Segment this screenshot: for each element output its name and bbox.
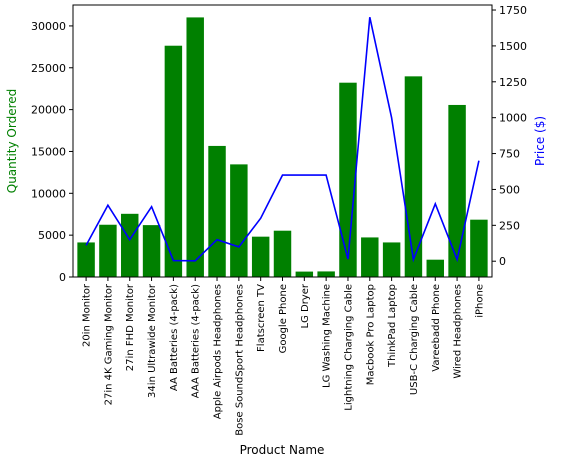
y-tick-label: 20000 [31, 104, 66, 117]
x-tick-label: Google Phone [278, 284, 289, 353]
x-tick-label: AA Batteries (4-pack) [169, 284, 180, 391]
y2-tick-label: 1000 [499, 112, 527, 125]
bar [251, 236, 270, 277]
bar [382, 242, 401, 277]
x-tick-label: LG Washing Machine [322, 284, 333, 388]
plot-area: 0 5000 10000 15000 20000 25000 30000 0 250 500 750… [31, 4, 527, 436]
y-axis-label-right: Price ($) [533, 116, 547, 166]
y-axis-label-left: Quantity Ordered [5, 89, 19, 194]
x-tick-label: 27in FHD Monitor [125, 283, 136, 371]
y2-tick-label: 1250 [499, 76, 527, 89]
y-tick-label: 15000 [31, 145, 66, 158]
bar [230, 164, 248, 277]
bar [164, 45, 183, 277]
bar [273, 230, 292, 277]
x-axis-label: Product Name [240, 443, 325, 457]
x-tick-label: USB-C Charging Cable [409, 284, 420, 395]
x-tick-label: LG Dryer [300, 283, 311, 328]
x-tick-label: Flatscreen TV [256, 284, 267, 352]
bar [99, 224, 117, 277]
bar [121, 213, 139, 277]
x-tick-label: iPhone [474, 284, 485, 318]
x-tick-label: Macbook Pro Laptop [365, 284, 376, 385]
x-tick-label: Apple Airpods Headphones [213, 284, 224, 419]
x-tick-label: Vareebadd Phone [431, 284, 442, 372]
bar [448, 104, 466, 277]
y2-tick-label: 1500 [499, 40, 527, 53]
y-tick-label: 25000 [31, 62, 66, 75]
bar [295, 271, 314, 277]
x-tick-label: ThinkPad Laptop [387, 284, 398, 368]
bar [77, 242, 95, 277]
bar [404, 76, 423, 278]
y-tick-label: 0 [59, 271, 66, 284]
y2-tick-label: 250 [499, 219, 520, 232]
y-tick-label: 5000 [38, 229, 66, 242]
bar [317, 271, 335, 277]
bar [470, 219, 488, 277]
bar [186, 17, 204, 278]
y2-tick-label: 0 [499, 255, 506, 268]
bar [208, 145, 226, 277]
x-tick-label: 27in 4K Gaming Monitor [103, 283, 114, 405]
bar [361, 237, 379, 277]
bar [426, 259, 444, 277]
x-tick-label: AAA Batteries (4-pack) [191, 284, 202, 398]
price-line [85, 17, 480, 263]
y-tick-label: 30000 [31, 20, 66, 33]
y2-tick-label: 750 [499, 148, 520, 161]
y-tick-label: 10000 [31, 187, 66, 200]
x-tick-label: Wired Headphones [453, 284, 464, 379]
y2-tick-label: 1750 [499, 4, 527, 17]
x-tick-label: Lightning Charging Cable [344, 284, 355, 411]
y2-tick-label: 500 [499, 183, 520, 196]
bar [339, 82, 357, 278]
x-tick-label: 34in Ultrawide Monitor [147, 283, 158, 398]
x-tick-label: 20in Monitor [82, 283, 93, 347]
bar [142, 225, 161, 277]
x-tick-label: Bose SoundSport Headphones [234, 284, 245, 436]
